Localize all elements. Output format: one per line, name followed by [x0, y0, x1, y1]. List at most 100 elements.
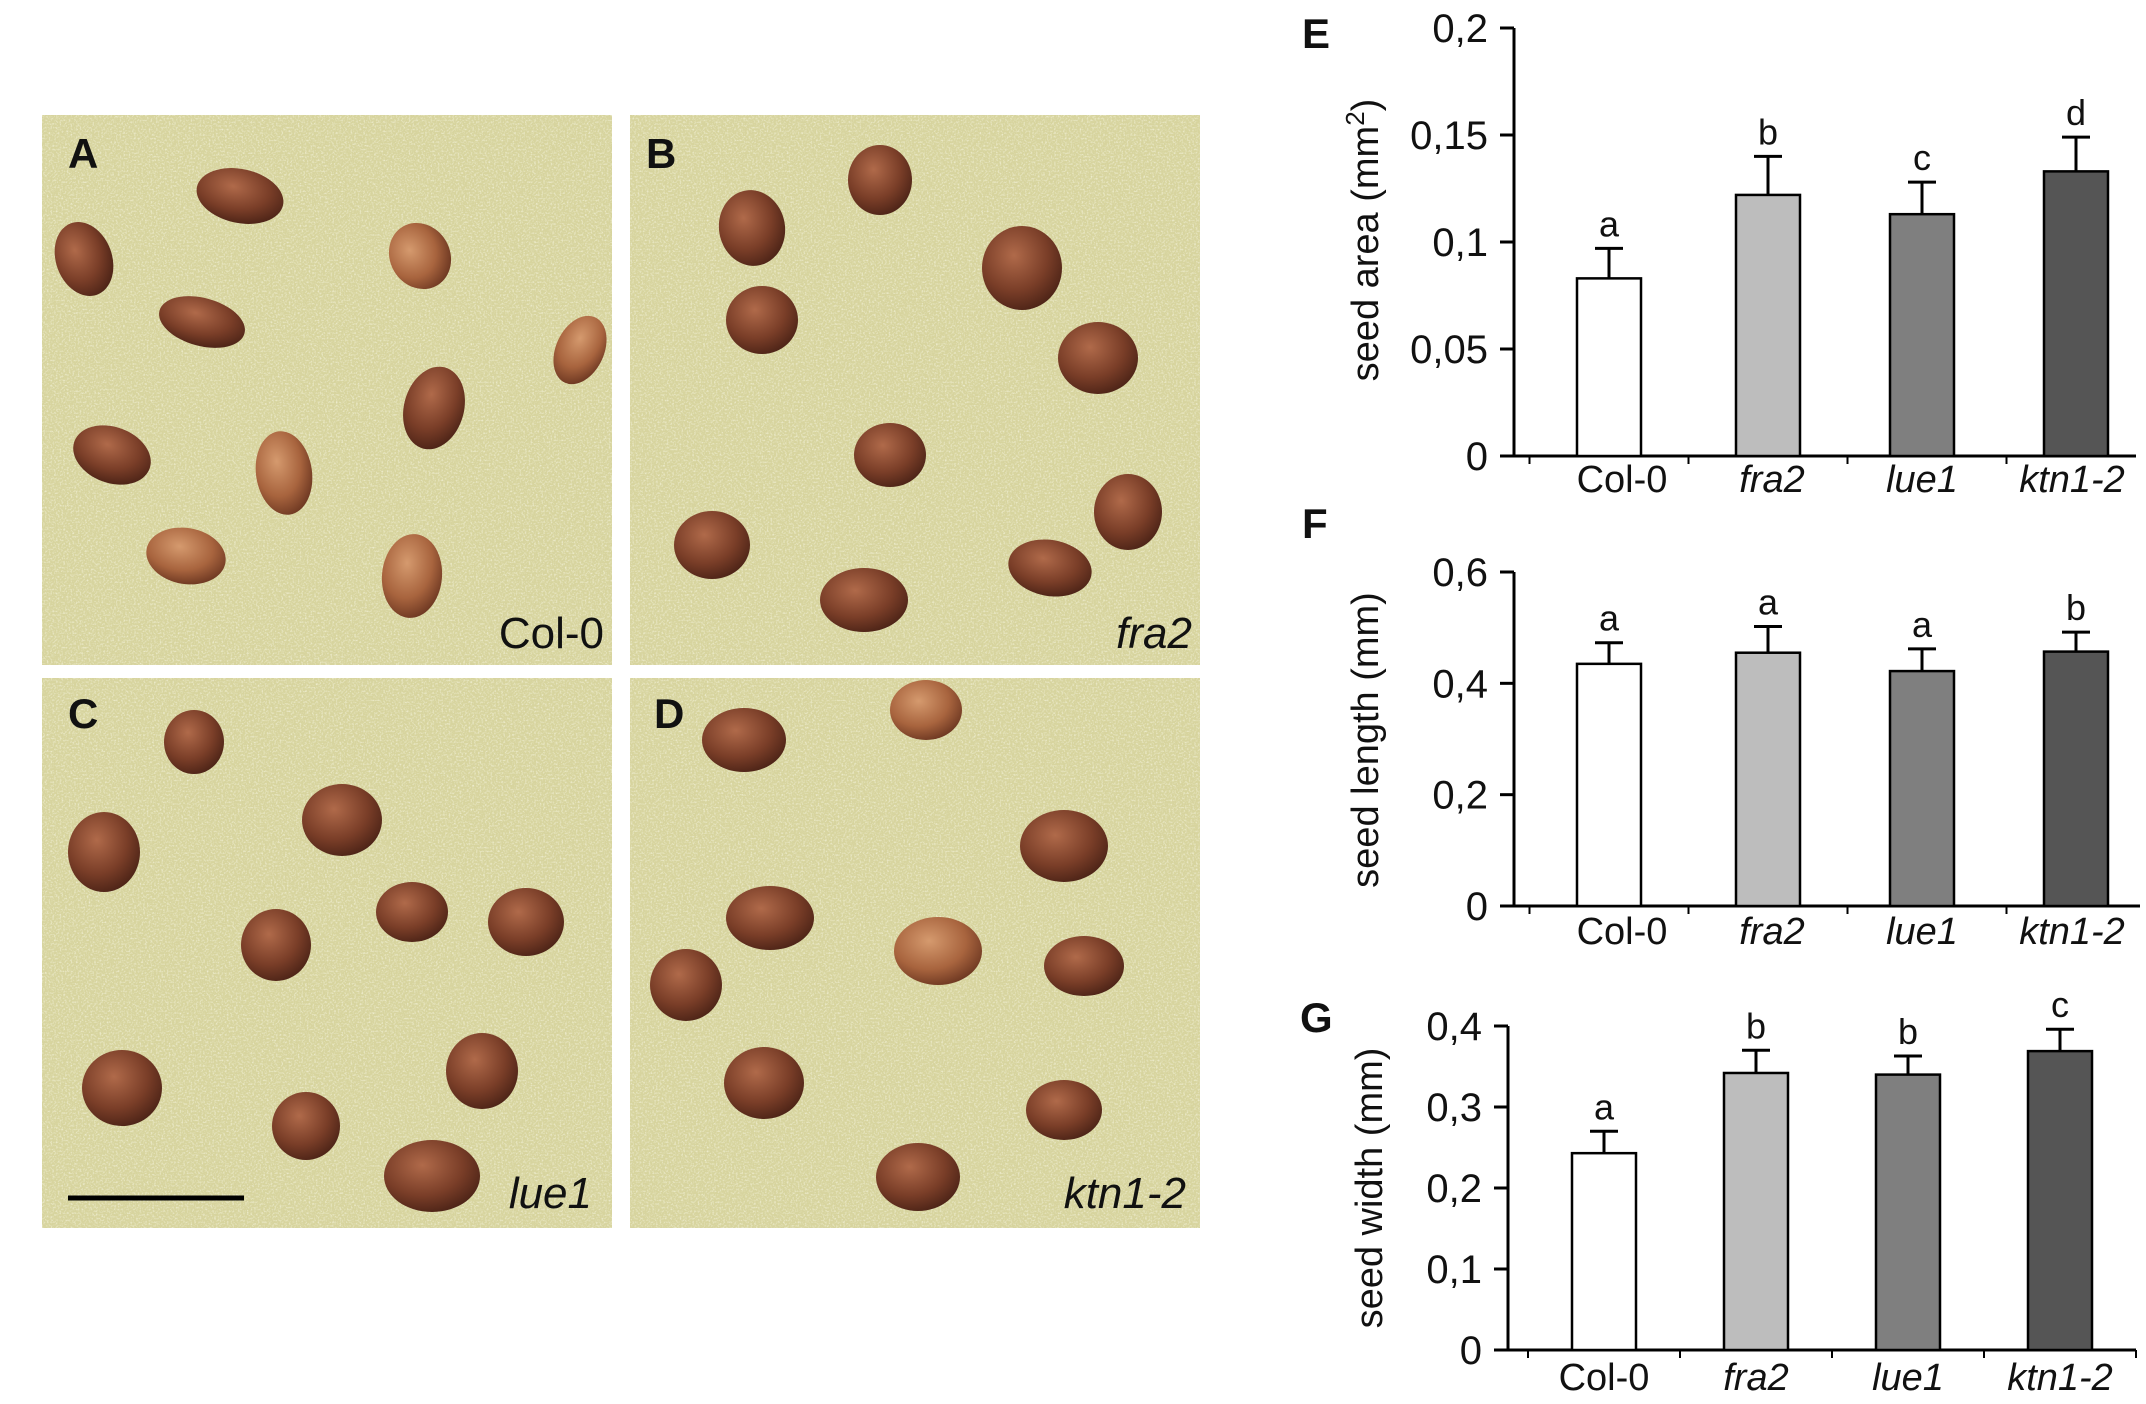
- category-label: lue1: [1872, 1357, 1944, 1399]
- seed: [159, 296, 245, 348]
- bar-lue1: [1888, 669, 1956, 908]
- y-tick-label: 0,05: [1410, 328, 1488, 372]
- seed: [381, 534, 443, 618]
- seed: [255, 431, 313, 515]
- chart-seed-width: 0 0,1 0,2 0,3 0,4 a Col-0 b fra2 b lue1 c ktn1-2 seed…: [1349, 984, 2137, 1399]
- bar-col-0: [1575, 277, 1643, 458]
- bar-fra2: [1722, 1071, 1790, 1352]
- y-tick-label: 0: [1466, 885, 1488, 929]
- category-label: ktn1-2: [2019, 459, 2125, 501]
- category-label: lue1: [1886, 459, 1958, 501]
- seed: [894, 917, 982, 985]
- panel-label-b: B: [646, 130, 676, 177]
- seed: [1044, 936, 1124, 996]
- seed: [1026, 1080, 1102, 1140]
- seed: [82, 1050, 162, 1126]
- bar-ktn1-2: [2042, 650, 2110, 908]
- photo-genotype-label: lue1: [509, 1169, 592, 1218]
- seed: [674, 511, 750, 579]
- bar-fra2: [1734, 651, 1802, 908]
- seed: [876, 1143, 960, 1211]
- seeds-panel-a: [54, 168, 607, 618]
- seed: [854, 423, 926, 487]
- y-tick-label: 0,4: [1426, 1005, 1482, 1049]
- seed: [388, 222, 452, 290]
- significance-letter: a: [1599, 598, 1620, 639]
- category-label: fra2: [1739, 459, 1804, 501]
- category-label: ktn1-2: [2019, 911, 2125, 953]
- photo-genotype-label: ktn1-2: [1064, 1169, 1186, 1218]
- seed: [726, 886, 814, 950]
- seed: [302, 784, 382, 856]
- seed: [1020, 810, 1108, 882]
- category-label: fra2: [1739, 911, 1804, 953]
- significance-letter: a: [1758, 582, 1779, 623]
- bar-charts: E F G 0 0,05 0,1 0,15 0,2 a Col-0 b fra2 c lue1 d kt…: [1300, 7, 2140, 1399]
- significance-letter: b: [1898, 1011, 1918, 1052]
- seed-photo-panels: A B C D Col-0 fra2 lue1 ktn1-2: [42, 115, 1200, 1228]
- category-label: Col-0: [1559, 1357, 1650, 1399]
- y-tick-label: 0,1: [1432, 221, 1488, 265]
- seed: [384, 1140, 480, 1212]
- bar-ktn1-2: [2026, 1049, 2094, 1352]
- category-label: lue1: [1886, 911, 1958, 953]
- significance-letter: a: [1912, 604, 1933, 645]
- photo-genotype-label: Col-0: [499, 609, 604, 658]
- significance-letter: a: [1599, 203, 1620, 244]
- bar-col-0: [1575, 662, 1643, 908]
- y-tick-label: 0,4: [1432, 662, 1488, 706]
- seed: [848, 145, 912, 215]
- y-axis-title: seed width (mm): [1349, 1048, 1391, 1329]
- bar-ktn1-2: [2042, 170, 2110, 458]
- seed: [726, 286, 798, 354]
- bar-fra2: [1734, 193, 1802, 458]
- seeds-panel-d: [650, 680, 1124, 1211]
- seed: [724, 1047, 804, 1119]
- seed: [1094, 474, 1162, 550]
- seeds-panel-c: [68, 710, 564, 1212]
- seed: [196, 168, 284, 224]
- seeds-panel-b: [674, 145, 1162, 632]
- seed: [54, 222, 114, 296]
- chart-seed-area: 0 0,05 0,1 0,15 0,2 a Col-0 b fra2 c lue1 d ktn1-2 se…: [1340, 7, 2136, 501]
- seed: [241, 909, 311, 981]
- significance-letter: a: [1594, 1086, 1615, 1127]
- category-label: ktn1-2: [2007, 1357, 2113, 1399]
- seed: [702, 708, 786, 772]
- significance-letter: c: [1913, 137, 1931, 178]
- category-label: Col-0: [1577, 459, 1668, 501]
- y-tick-label: 0,6: [1432, 551, 1488, 595]
- seed: [650, 949, 722, 1021]
- significance-letter: d: [2066, 92, 2086, 133]
- panel-label-a: A: [68, 130, 98, 177]
- significance-letter: b: [1758, 111, 1778, 152]
- seed: [403, 366, 465, 450]
- seed: [164, 710, 224, 774]
- chart-seed-length: 0 0,2 0,4 0,6 a Col-0 a fra2 a lue1 b ktn1-2 seed le…: [1345, 551, 2140, 953]
- y-tick-label: 0: [1460, 1329, 1482, 1373]
- y-tick-label: 0,15: [1410, 114, 1488, 158]
- seed: [1008, 539, 1092, 597]
- panel-label-f: F: [1302, 500, 1328, 547]
- seed: [553, 315, 607, 385]
- seed: [1058, 322, 1138, 394]
- seed: [820, 568, 908, 632]
- bar-lue1: [1888, 212, 1956, 458]
- panel-label-d: D: [654, 690, 684, 737]
- y-axis-title: seed length (mm): [1345, 592, 1387, 888]
- seed: [718, 190, 786, 266]
- y-axis-title: seed area (mm2): [1340, 99, 1387, 382]
- seed: [376, 882, 448, 942]
- y-tick-label: 0: [1466, 435, 1488, 479]
- seed: [982, 226, 1062, 310]
- category-label: fra2: [1723, 1357, 1788, 1399]
- y-tick-label: 0,2: [1426, 1167, 1482, 1211]
- category-label: Col-0: [1577, 911, 1668, 953]
- seed: [73, 425, 151, 485]
- y-tick-label: 0,2: [1432, 7, 1488, 51]
- panel-label-e: E: [1302, 10, 1330, 57]
- photo-genotype-label: fra2: [1116, 609, 1192, 658]
- seed: [488, 888, 564, 956]
- y-tick-label: 0,1: [1426, 1248, 1482, 1292]
- panel-label-c: C: [68, 690, 98, 737]
